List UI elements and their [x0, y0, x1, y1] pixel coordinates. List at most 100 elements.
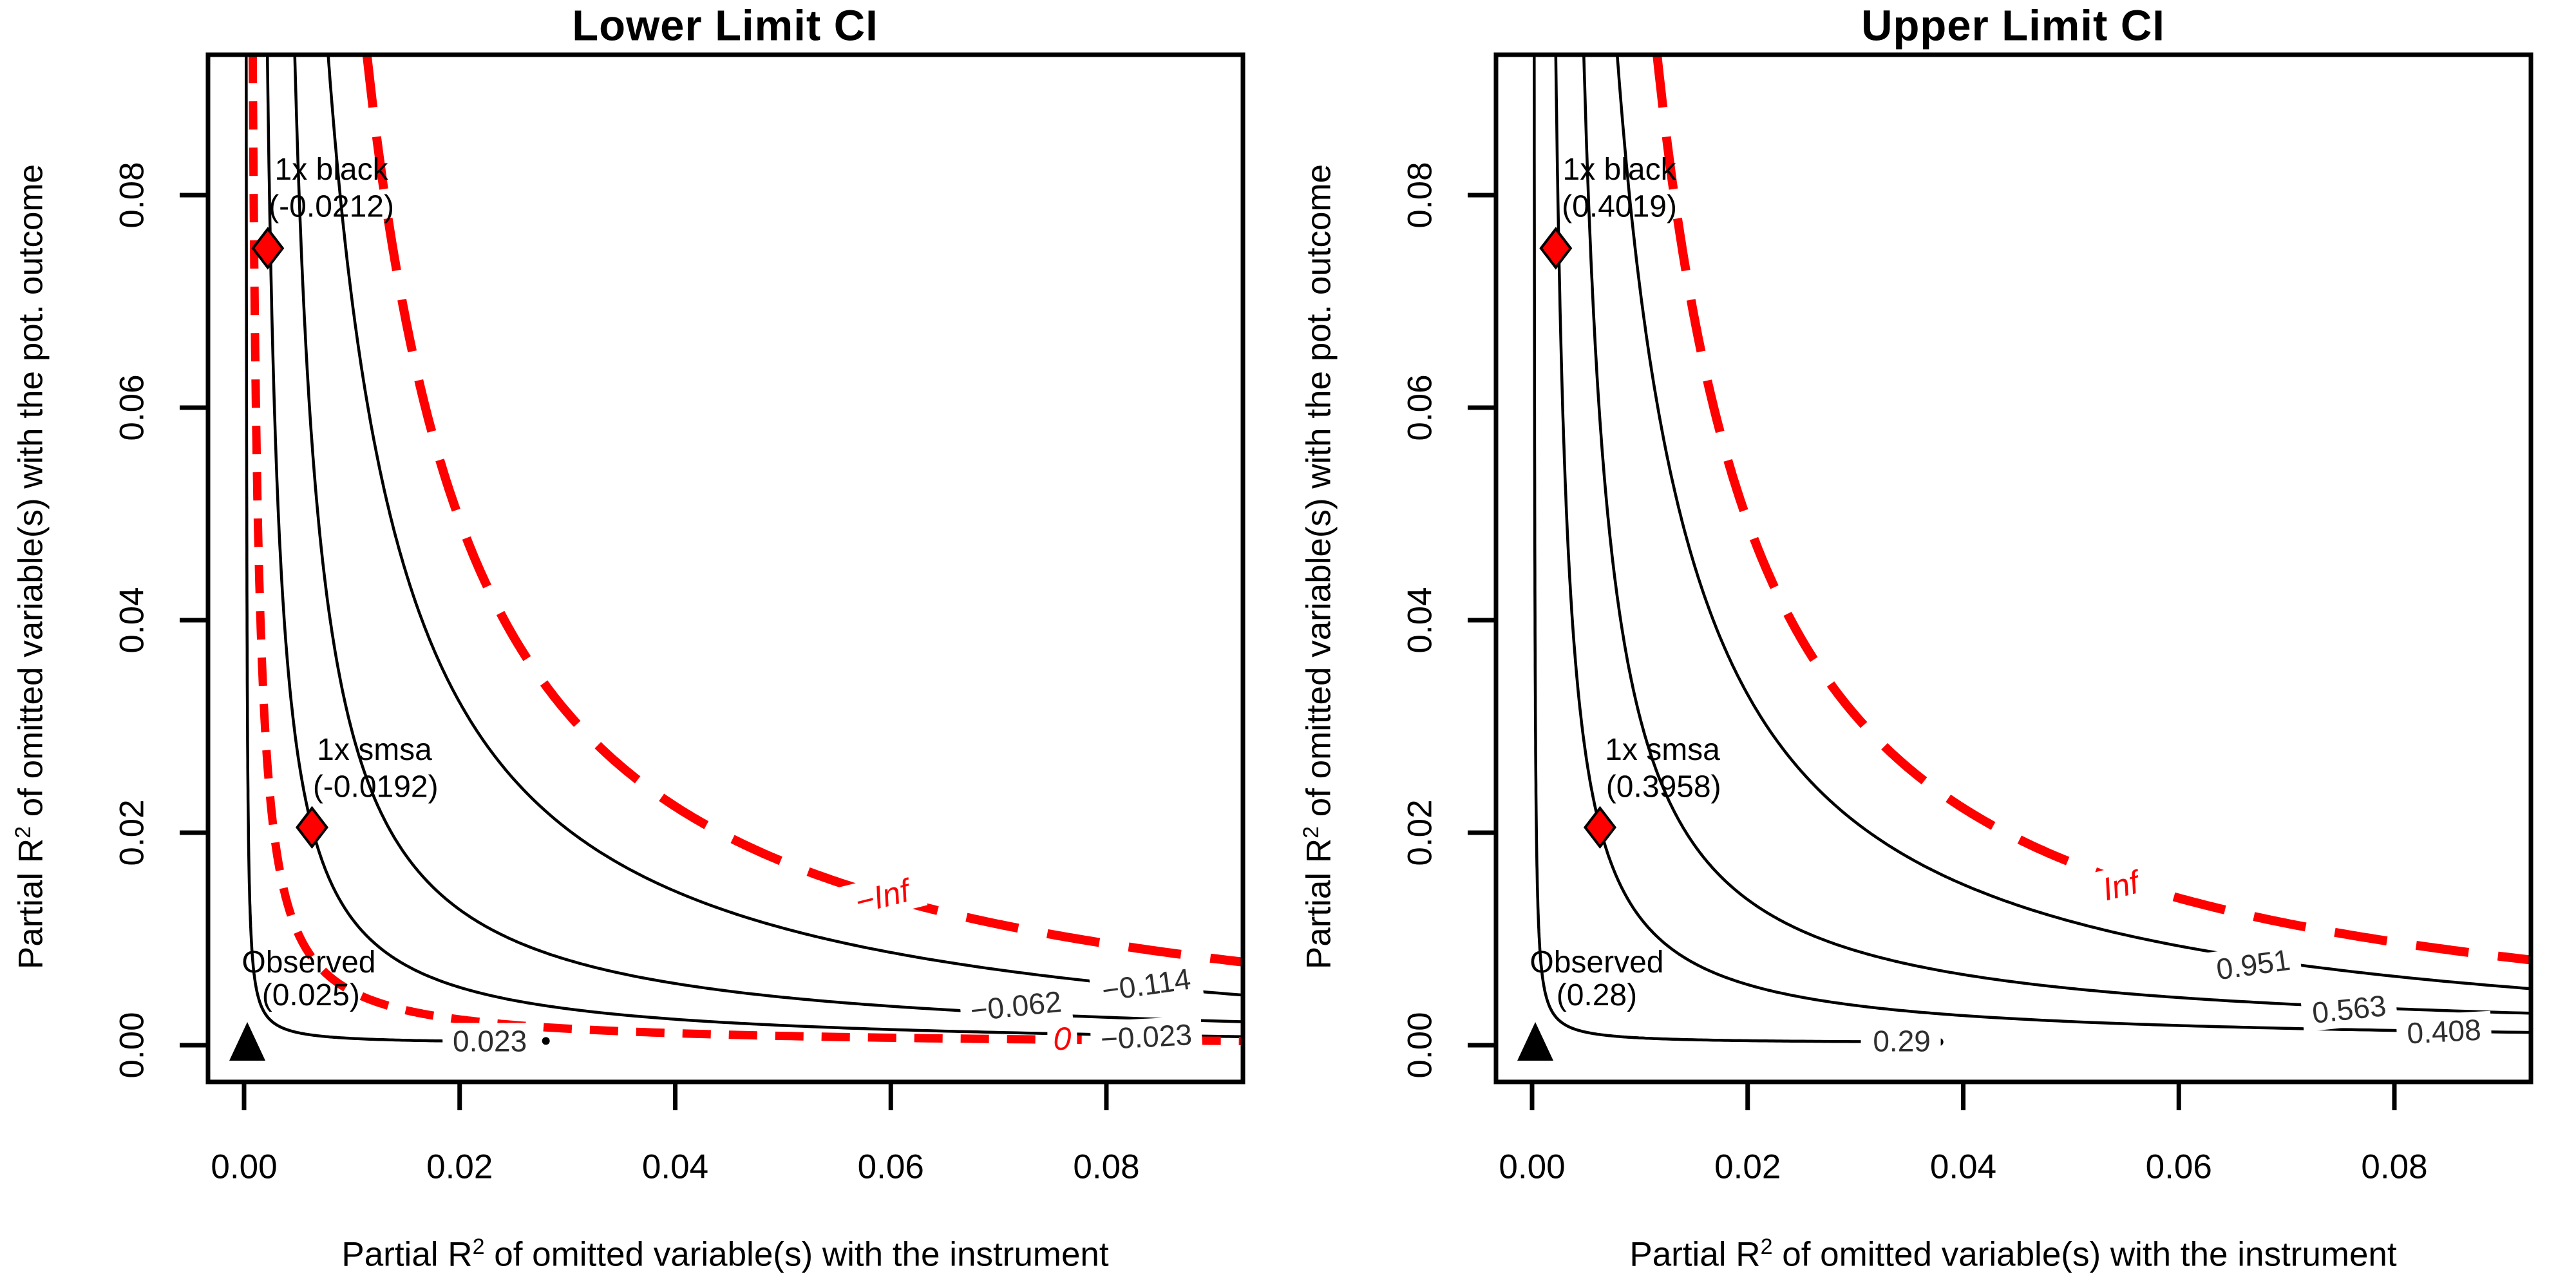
contour-label-group-−0.062: −0.062: [958, 982, 1074, 1030]
contour-label-group-−0.114: −0.114: [1088, 959, 1204, 1010]
contour-line-0.29: [1533, 55, 1861, 1043]
x-tick-label-0.00: 0.00: [211, 1148, 277, 1186]
contour-label-mask: [1088, 959, 1204, 1010]
contour-line-0.023: [245, 55, 455, 1043]
x-tick-label-0.06: 0.06: [2146, 1148, 2212, 1186]
x-tick-label-0.04: 0.04: [1930, 1148, 1996, 1186]
contour-label-mask: [2300, 986, 2398, 1032]
y-tick-label-0.04: 0.04: [1401, 587, 1439, 653]
contour-label-mask: [1047, 1019, 1077, 1059]
y-tick-label-0.02: 0.02: [1401, 799, 1439, 866]
y-axis-label-text: Partial R: [1300, 838, 1338, 970]
x-tick-label-0.02: 0.02: [426, 1148, 493, 1186]
y-axis-label-text: Partial R: [12, 838, 50, 970]
x-axis-label-text: Partial R: [341, 1235, 473, 1274]
contour-line-−Inf: [362, 55, 1242, 967]
x-axis-label-superscript: 2: [1760, 1234, 1773, 1259]
x-axis-label-text: Partial R: [1629, 1235, 1761, 1274]
contour-line-0.408: [1554, 55, 2530, 1034]
panel-title-upper-limit: Upper Limit CI: [1861, 1, 2165, 50]
x-tick-label-0.00: 0.00: [1499, 1148, 1565, 1186]
marker-annotation: (0.4019): [1562, 190, 1677, 224]
y-axis-label-right: Partial R2 of omitted variable(s) with t…: [1298, 164, 1339, 970]
plot-area-lower-limit: [245, 55, 1242, 1045]
marker-annotation: (-0.0192): [313, 770, 439, 804]
contour-label-−0.023: −0.023: [1100, 1018, 1193, 1056]
contour-label-mask: [2084, 859, 2157, 913]
x-tick-label-0.04: 0.04: [642, 1148, 708, 1186]
contour-label-0.563: 0.563: [2311, 989, 2388, 1030]
marker-diamond-benchmark: [251, 227, 285, 270]
marker-annotation: 1x black: [1563, 153, 1677, 187]
plot-box: [205, 52, 1245, 1084]
contour-line-−0.062: [293, 55, 1242, 1023]
contour-label-−0.114: −0.114: [1100, 962, 1193, 1008]
contour-line-0.563: [1582, 55, 2530, 1015]
contour-label-mask: [1090, 1016, 1203, 1058]
contour-label-mask: [837, 867, 928, 925]
contour-label-mask: [442, 1023, 538, 1059]
contour-label-mask: [2396, 1010, 2492, 1052]
x-axis-label-text-post: of omitted variable(s) with the instrume…: [1772, 1235, 2397, 1274]
contour-label-group-−0.023: −0.023: [1090, 1016, 1203, 1058]
marker-diamond-benchmark: [1583, 806, 1616, 849]
x-tick-label-0.08: 0.08: [1073, 1148, 1139, 1186]
x-tick-label-0.06: 0.06: [858, 1148, 924, 1186]
contour-line-0: [248, 55, 1242, 1045]
contour-label-group-−Inf: −Inf: [837, 867, 928, 925]
x-tick-label-0.02: 0.02: [1714, 1148, 1781, 1186]
contour-label-0.023: 0.023: [453, 1024, 527, 1057]
marker-annotation: (0.025): [262, 978, 360, 1012]
y-axis-label-text-post: of omitted variable(s) with the pot. out…: [12, 164, 50, 826]
contour-label-0.408: 0.408: [2406, 1013, 2482, 1050]
marker-annotation: (-0.0212): [269, 190, 394, 224]
y-tick-label-0.06: 0.06: [113, 374, 151, 440]
panel-title-lower-limit: Lower Limit CI: [572, 1, 878, 50]
y-axis-label-superscript: 2: [10, 826, 35, 838]
contour-label-0.29: 0.29: [1873, 1024, 1931, 1057]
marker-annotation: (0.28): [1557, 978, 1637, 1012]
marker-annotation: Observed: [242, 945, 375, 980]
y-tick-label-0.00: 0.00: [113, 1012, 151, 1078]
plot-area-upper-limit: [1533, 55, 2530, 1046]
marker-diamond-benchmark: [1539, 227, 1573, 270]
panel-upper-limit: 0.29 0.408 0.563 0.951 Inf Observed(0.28) 1x b…: [1401, 52, 2533, 1186]
contour-label-group-0.563: 0.563: [2300, 986, 2398, 1032]
y-axis-label-text-post: of omitted variable(s) with the pot. out…: [1300, 164, 1338, 826]
marker-triangle-observed: [229, 1022, 266, 1061]
marker-annotation: 1x smsa: [317, 733, 432, 767]
contour-label-0.951: 0.951: [2214, 943, 2292, 987]
contour-line-−0.114: [327, 55, 1242, 997]
contour-line-0.951: [1615, 55, 2530, 990]
marker-annotation: 1x smsa: [1605, 733, 1720, 767]
contour-label-group-0.023: 0.023: [442, 1023, 538, 1059]
y-tick-label-0.00: 0.00: [1401, 1012, 1439, 1078]
panel-lower-limit: 0.023 −0.023 −0.062 −0.114 0 −Inf Observed(0.0…: [113, 52, 1245, 1186]
y-tick-label-0.02: 0.02: [113, 799, 151, 866]
contour-label-mask: [2204, 940, 2303, 989]
marker-triangle-observed: [1517, 1022, 1554, 1061]
y-axis-label-left: Partial R2 of omitted variable(s) with t…: [10, 164, 51, 970]
y-tick-label-0.04: 0.04: [113, 587, 151, 653]
plot-box: [1493, 52, 2533, 1084]
contour-label-mask: [958, 982, 1074, 1030]
contour-line-−0.023: [265, 55, 1242, 1038]
contour-end-dot-0.023: [542, 1037, 550, 1045]
marker-annotation: 1x black: [275, 153, 389, 187]
y-tick-label-0.08: 0.08: [1401, 162, 1439, 228]
contour-label-mask: [1862, 1023, 1941, 1059]
contour-label-group-0.951: 0.951: [2204, 940, 2303, 989]
contour-label-group-0.408: 0.408: [2396, 1010, 2492, 1052]
marker-diamond-benchmark: [295, 806, 328, 849]
contour-line-Inf: [1653, 55, 2530, 965]
marker-annotation: (0.3958): [1606, 770, 1721, 804]
y-axis-label-superscript: 2: [1298, 826, 1323, 838]
y-tick-label-0.08: 0.08: [113, 162, 151, 228]
contour-label-0: 0: [1053, 1021, 1071, 1057]
contour-label-group-0: 0: [1047, 1019, 1077, 1059]
marker-annotation: Observed: [1530, 945, 1663, 980]
contour-label-group-0.29: 0.29: [1862, 1023, 1941, 1059]
y-tick-label-0.06: 0.06: [1401, 374, 1439, 440]
contour-label-group-Inf: Inf: [2084, 859, 2157, 913]
